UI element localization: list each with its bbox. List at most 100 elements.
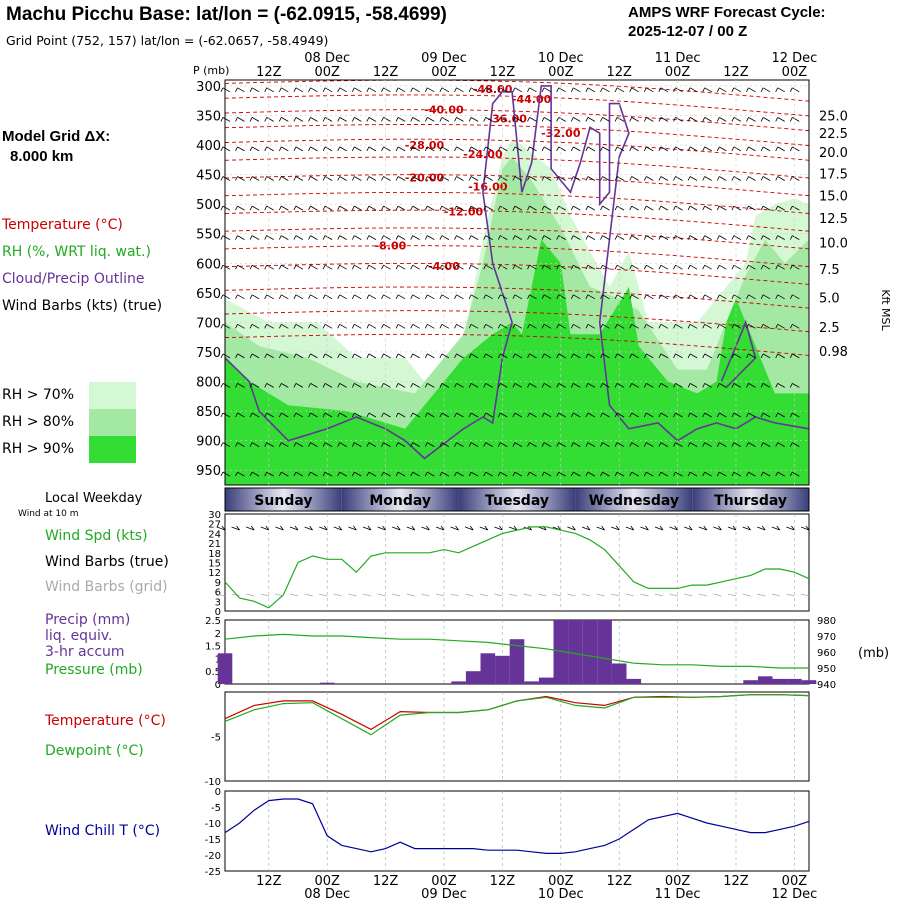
wind-barb <box>395 146 406 152</box>
wind-panel-tick-label: 21 <box>208 539 221 550</box>
precip-bar <box>743 680 758 684</box>
chill-panel-tick-label: -10 <box>205 819 221 830</box>
legend-dewpoint: Dewpoint (°C) <box>45 743 144 759</box>
wind-barb <box>658 294 669 300</box>
precip-bar <box>568 620 583 684</box>
wind-barb <box>527 235 537 240</box>
wind-barb <box>643 87 654 93</box>
wind-barb-true <box>771 525 781 531</box>
wind-barb <box>395 294 406 300</box>
kft-tick-label: 7.5 <box>819 263 840 278</box>
wind-barb <box>468 87 479 93</box>
wind-barb <box>468 353 479 359</box>
wind-barb <box>702 471 712 477</box>
wind-barb <box>483 412 493 418</box>
wind-barb <box>629 264 639 270</box>
wind-barb <box>775 264 785 270</box>
wind-barb-grid <box>421 593 430 597</box>
wind-barb <box>643 353 654 359</box>
wind-barb <box>687 471 698 477</box>
wind-barb <box>716 471 727 477</box>
wind-barb <box>366 264 377 270</box>
wind-barb <box>731 323 742 329</box>
wind-barb <box>410 87 420 93</box>
wind-barb <box>789 412 800 418</box>
wind-barb <box>512 87 523 93</box>
wind-barb <box>264 264 274 270</box>
wind-barb <box>556 176 566 181</box>
wind-barb <box>381 442 391 447</box>
bottom-time-tick-label: 12Z <box>256 874 282 889</box>
wind-barb <box>497 205 508 211</box>
wind-barb <box>235 205 245 211</box>
chill-panel-tick-label: -15 <box>205 835 221 846</box>
wind-barb <box>746 87 756 93</box>
wind-barb <box>351 442 362 447</box>
wind-barb <box>614 323 625 329</box>
wind-barb <box>322 442 333 447</box>
wind-barb-grid <box>450 593 459 597</box>
wind-barb <box>439 323 450 329</box>
temperature-contour-label: -48.00 <box>473 83 513 96</box>
wind-barb <box>673 205 683 211</box>
wind-barb <box>760 264 771 270</box>
wind-barb-true <box>231 525 240 531</box>
wind-barb <box>235 412 245 418</box>
wind-barb <box>454 353 464 359</box>
wind-barb <box>614 412 625 418</box>
wind-barb <box>395 383 406 388</box>
wind-barb <box>424 205 435 211</box>
wind-barb <box>702 87 712 93</box>
wind-barb <box>278 205 289 211</box>
wind-barb-true <box>289 525 299 531</box>
wind-barb <box>235 117 245 122</box>
wind-barb <box>439 205 450 211</box>
wind-barb <box>541 323 552 329</box>
wind-barb-true <box>625 525 635 531</box>
wind-barb <box>293 146 304 152</box>
wind-barb <box>512 264 523 270</box>
wind-barb <box>673 264 683 270</box>
wind-barb <box>629 442 639 447</box>
precip-bar <box>538 677 554 684</box>
wind-barb <box>308 264 318 270</box>
wind-barb <box>702 383 712 388</box>
precip-bar <box>217 653 233 684</box>
model-grid-dx-value: 8.000 km <box>10 148 74 165</box>
wind-barb <box>541 176 552 181</box>
wind-barb <box>351 323 362 329</box>
wind-barb <box>570 323 581 329</box>
wind-barb <box>278 264 289 270</box>
wind-barb <box>264 235 274 240</box>
wind-barb-grid <box>392 593 401 597</box>
wind-barb <box>629 294 639 300</box>
kft-tick-label: 22.5 <box>819 127 848 142</box>
wind-barb <box>278 294 289 300</box>
wind-barb <box>235 442 245 447</box>
pressure-axis-title: P (mb) <box>193 64 229 77</box>
wind-barb <box>614 146 625 152</box>
wind-barb-true <box>786 525 795 531</box>
wind-barb <box>585 117 596 122</box>
wind-barb <box>497 87 508 93</box>
wind-barb <box>702 353 712 359</box>
pressure-line <box>224 633 809 669</box>
wind-barb <box>731 294 742 300</box>
pressure-tick-label: 400 <box>196 139 221 154</box>
wind-barb <box>541 412 552 418</box>
precip-bar <box>787 678 802 684</box>
wind-barb <box>278 471 289 477</box>
top-time-tick-label: 12Z <box>256 65 282 80</box>
bottom-time-tick-label: 00Z <box>665 874 691 889</box>
wind-barb <box>337 117 347 122</box>
bottom-time-tick-label: 12Z <box>490 874 516 889</box>
wind-barb <box>731 353 742 359</box>
wind-barb <box>366 412 377 418</box>
wind-panel-tick-label: 3 <box>215 597 221 608</box>
wind-barb <box>337 294 347 300</box>
kft-tick-label: 17.5 <box>819 167 848 182</box>
wind-barb <box>424 176 435 181</box>
wind-barb <box>497 353 508 359</box>
wind-barb <box>264 87 274 93</box>
wind-barb <box>278 87 289 93</box>
